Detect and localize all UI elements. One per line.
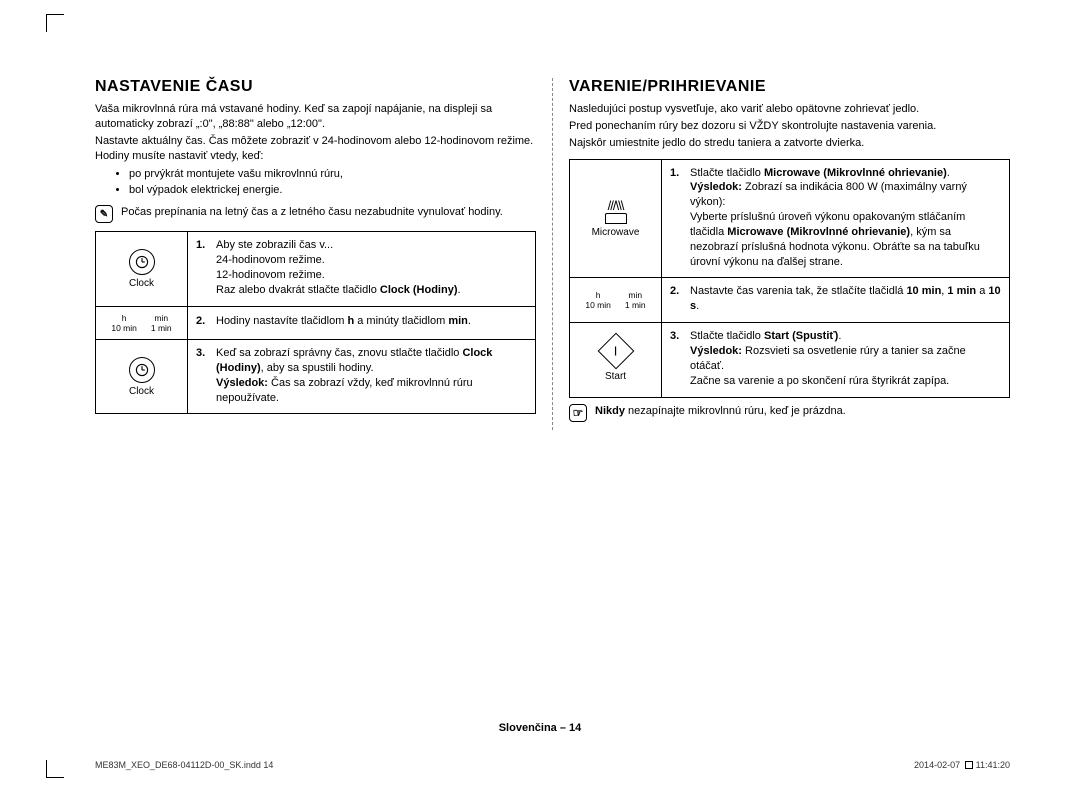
print-meta: ME83M_XEO_DE68-04112D-00_SK.indd 14 2014… [95,760,1010,770]
clock-label-2: Clock [129,386,154,397]
right-column: VARENIE/PRIHRIEVANIE Nasledujúci postup … [569,78,1010,430]
marker-icon [965,761,973,769]
start-icon: I [597,332,634,369]
bullet-1: po prvýkrát montujete vašu mikrovlnnú rú… [129,167,536,183]
clock-cell-1: Clock [96,232,188,306]
clock-cell-2: Clock [96,340,188,414]
right-row3: I Start 3. Stlačte tlačidlo Start (Spust… [570,323,1010,397]
left-heading: NASTAVENIE ČASU [95,78,536,96]
left-p2: Nastavte aktuálny čas. Čas môžete zobraz… [95,134,536,164]
right-row2: h10 min min1 min 2. Nastavte čas varenia… [570,278,1010,323]
start-cell: I Start [570,323,662,397]
right-heading: VARENIE/PRIHRIEVANIE [569,78,1010,96]
left-row2-text: 2. Hodiny nastavíte tlačidlom h a minúty… [188,306,536,339]
left-row1: Clock 1. Aby ste zobrazili čas v... 24-h… [96,232,536,306]
clock-icon [129,249,155,275]
meta-right: 2014-02-07 11:41:20 [914,760,1010,770]
right-row2-text: 2. Nastavte čas varenia tak, že stlačíte… [662,278,1010,323]
left-row2: h10 min min1 min 2. Hodiny nastavíte tla… [96,306,536,339]
hmin-cell: h10 min min1 min [96,306,188,339]
microwave-icon: ///\\\ [605,199,627,224]
left-column: NASTAVENIE ČASU Vaša mikrovlnná rúra má … [95,78,536,430]
left-row3-text: 3. Keď sa zobrazí správny čas, znovu stl… [188,340,536,414]
column-divider [552,78,553,430]
crop-mark-tl [46,14,64,32]
meta-file: ME83M_XEO_DE68-04112D-00_SK.indd 14 [95,760,273,770]
hmin-cell-r: h10 min min1 min [570,278,662,323]
note-icon: ✎ [95,205,113,223]
two-column-layout: NASTAVENIE ČASU Vaša mikrovlnná rúra má … [95,78,1010,430]
right-row3-text: 3. Stlačte tlačidlo Start (Spustiť). Výs… [662,323,1010,397]
warning-text: Nikdy nezapínajte mikrovlnnú rúru, keď j… [595,404,846,419]
left-row3: Clock 3. Keď sa zobrazí správny čas, zno… [96,340,536,414]
right-row1-text: 1. Stlačte tlačidlo Microwave (Mikrovlnn… [662,159,1010,278]
page-footer: Slovenčina – 14 [0,722,1080,734]
right-p1: Nasledujúci postup vysvetľuje, ako variť… [569,102,1010,117]
left-bullets: po prvýkrát montujete vašu mikrovlnnú rú… [129,167,536,199]
right-row1: ///\\\ Microwave 1. Stlačte tlačidlo Mic… [570,159,1010,278]
left-table: Clock 1. Aby ste zobrazili čas v... 24-h… [95,231,536,414]
right-p2: Pred ponechaním rúry bez dozoru si VŽDY … [569,119,1010,134]
left-p1: Vaša mikrovlnná rúra má vstavané hodiny.… [95,102,536,132]
start-label: Start [605,371,626,382]
microwave-cell: ///\\\ Microwave [570,159,662,278]
warning-icon [569,404,587,422]
right-table: ///\\\ Microwave 1. Stlačte tlačidlo Mic… [569,159,1010,398]
note-row: ✎ Počas prepínania na letný čas a z letn… [95,205,536,223]
left-row1-text: 1. Aby ste zobrazili čas v... 24-hodinov… [188,232,536,306]
clock-label-1: Clock [129,278,154,289]
bullet-2: bol výpadok elektrickej energie. [129,183,536,199]
right-p3: Najskôr umiestnite jedlo do stredu tanie… [569,136,1010,151]
crop-mark-bl [46,760,64,778]
clock-icon-2 [129,357,155,383]
microwave-label: Microwave [592,227,640,238]
note-text: Počas prepínania na letný čas a z letnéh… [121,205,503,220]
warning-row: Nikdy nezapínajte mikrovlnnú rúru, keď j… [569,404,1010,422]
